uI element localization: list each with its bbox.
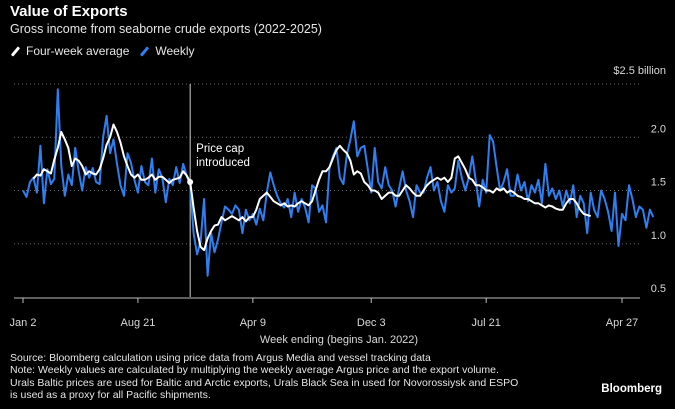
annotation-text-0: Price cap [196, 143, 244, 155]
chart-subtitle: Gross income from seaborne crude exports… [10, 22, 322, 36]
legend-label-weekly: Weekly [155, 44, 195, 58]
x-tick-label-3: Dec 3 [357, 317, 386, 329]
x-tick-label-1: Aug 21 [120, 317, 155, 329]
x-tick-label-4: Jul 21 [472, 317, 501, 329]
x-tick-label-2: Apr 9 [240, 317, 266, 329]
y-tick-label-1: 2.0 [651, 123, 666, 135]
y-tick-label-4: 0.5 [651, 283, 666, 295]
legend: Four-week average Weekly [10, 44, 205, 58]
y-tick-label-3: 1.0 [651, 230, 666, 242]
x-tick-label-5: Apr 27 [606, 317, 638, 329]
legend-label-average: Four-week average [26, 44, 130, 58]
annotation-text-1: introduced [196, 157, 250, 169]
x-tick-label-0: Jan 2 [10, 317, 37, 329]
y-tick-label-0: $2.5 billion [613, 65, 666, 77]
y-tick-label-2: 1.5 [651, 177, 666, 189]
legend-item-weekly: Weekly [139, 44, 195, 58]
annotation-marker [187, 178, 194, 185]
footnote: Source: Bloomberg calculation using pric… [10, 352, 519, 401]
brand-logo: Bloomberg [601, 383, 662, 395]
legend-item-average: Four-week average [10, 44, 129, 58]
chart-title: Value of Exports [10, 3, 128, 20]
series-average-line [32, 123, 591, 252]
series-weekly-line [22, 88, 655, 277]
x-axis-title: Week ending (begins Jan. 2022) [260, 334, 418, 346]
